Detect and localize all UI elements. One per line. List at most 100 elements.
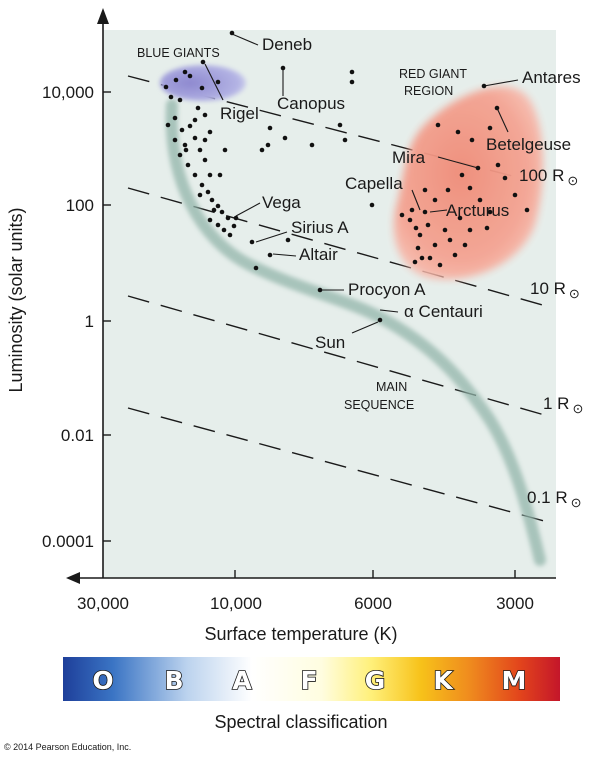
star-label-capella: Capella xyxy=(345,174,403,193)
star-dot xyxy=(192,117,198,123)
x-tick-label: 10,000 xyxy=(210,594,262,613)
star-dot xyxy=(231,223,237,229)
star-dot xyxy=(427,255,433,261)
star-label-altair: Altair xyxy=(299,245,338,264)
star-dot xyxy=(253,265,259,271)
y-axis-label: Luminosity (solar units) xyxy=(6,207,26,392)
star-dot xyxy=(172,137,178,143)
star-dot xyxy=(447,237,453,243)
star-dot xyxy=(407,217,413,223)
star-label-canopus: Canopus xyxy=(277,94,345,113)
y-tick-label: 0.0001 xyxy=(42,532,94,551)
x-tick-label: 3000 xyxy=(496,594,534,613)
star-dot xyxy=(207,172,213,178)
star-dot xyxy=(222,147,228,153)
star-dot xyxy=(227,232,233,238)
star-dot xyxy=(452,252,458,258)
sun-symbol: ⊙ xyxy=(569,286,580,301)
star-dots xyxy=(163,30,530,323)
star-dot xyxy=(475,165,481,171)
star-dot xyxy=(477,197,483,203)
star-dot xyxy=(202,157,208,163)
star-dot xyxy=(200,59,206,65)
star-label-rigel: Rigel xyxy=(220,104,259,123)
star-label-sirius-a: Sirius A xyxy=(291,218,349,237)
star-dot xyxy=(487,209,493,215)
star-dot xyxy=(233,215,239,221)
star-dot xyxy=(207,129,213,135)
star-dot xyxy=(207,217,213,223)
y-tick-label: 10,000 xyxy=(42,83,94,102)
star-dot xyxy=(459,172,465,178)
star-dot xyxy=(187,123,193,129)
star-dot xyxy=(469,137,475,143)
star-label-mira: Mira xyxy=(392,148,426,167)
star-dot xyxy=(211,207,217,213)
star-dot xyxy=(197,192,203,198)
star-dot xyxy=(349,69,355,75)
star-label-alpha-centauri: α Centauri xyxy=(404,302,483,321)
star-dot xyxy=(177,97,183,103)
red-giant-region xyxy=(393,86,544,280)
star-dot xyxy=(494,105,500,111)
sun-symbol: ⊙ xyxy=(572,401,583,416)
star-label-procyon-a: Procyon A xyxy=(348,280,426,299)
spectral-class-g: G xyxy=(365,666,386,695)
main-sequence-label: MAIN xyxy=(376,380,407,394)
sun-symbol: ⊙ xyxy=(571,495,582,510)
star-dot xyxy=(219,209,225,215)
star-dot xyxy=(202,112,208,118)
red-giant-label: REGION xyxy=(404,84,453,98)
star-dot xyxy=(437,262,443,268)
star-dot xyxy=(415,245,421,251)
star-dot xyxy=(265,142,271,148)
star-dot xyxy=(442,227,448,233)
star-label-sun: Sun xyxy=(315,333,345,352)
star-dot xyxy=(225,215,231,221)
star-dot xyxy=(467,185,473,191)
star-dot xyxy=(481,83,487,89)
star-dot xyxy=(205,189,211,195)
star-dot xyxy=(202,137,208,143)
star-dot xyxy=(495,162,501,168)
star-dot xyxy=(182,142,188,148)
red-giant-label: RED GIANT xyxy=(399,67,467,81)
star-dot xyxy=(172,115,178,121)
star-dot xyxy=(349,79,355,85)
star-dot xyxy=(187,73,193,79)
star-dot xyxy=(185,162,191,168)
star-dot xyxy=(209,197,215,203)
star-dot xyxy=(192,135,198,141)
spectral-bar xyxy=(63,657,560,701)
axes xyxy=(66,8,556,584)
star-dot xyxy=(249,239,255,245)
star-dot xyxy=(163,84,169,90)
star-dot xyxy=(215,222,221,228)
spectral-class-m: M xyxy=(502,666,527,695)
x-axis-label: Surface temperature (K) xyxy=(204,624,398,644)
copyright: © 2014 Pearson Education, Inc. xyxy=(4,742,132,752)
star-dot xyxy=(369,202,375,208)
star-dot xyxy=(422,209,428,215)
spectral-caption: Spectral classification xyxy=(214,712,388,732)
star-dot xyxy=(413,225,419,231)
star-dot xyxy=(173,77,179,83)
spectral-class-a: A xyxy=(232,666,252,695)
star-dot xyxy=(455,129,461,135)
blue-giant-region xyxy=(160,65,246,101)
star-dot xyxy=(399,212,405,218)
radius-label-10: 10 R xyxy=(530,279,566,298)
star-dot xyxy=(487,125,493,131)
star-label-arcturus: Arcturus xyxy=(446,201,509,220)
star-dot xyxy=(467,227,473,233)
star-dot xyxy=(259,147,265,153)
star-dot xyxy=(432,242,438,248)
star-dot xyxy=(524,207,530,213)
star-dot xyxy=(197,147,203,153)
y-ticks xyxy=(103,91,111,542)
star-dot xyxy=(267,252,273,258)
radius-label-1: 1 R xyxy=(543,394,569,413)
star-dot xyxy=(267,125,273,131)
star-dot xyxy=(221,227,227,233)
leader-lines xyxy=(204,33,519,334)
